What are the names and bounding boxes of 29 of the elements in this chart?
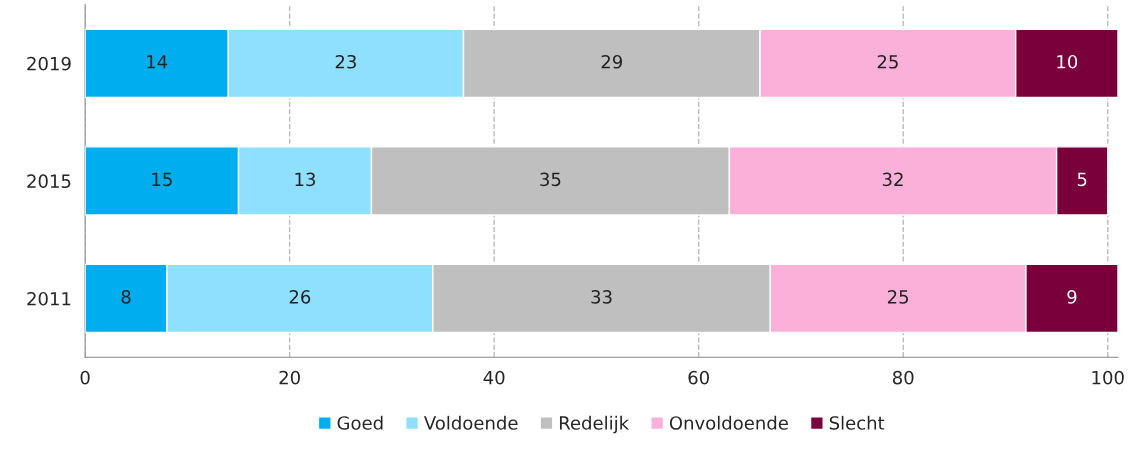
data-label: 8 <box>121 290 131 304</box>
data-label: 33 <box>591 290 612 304</box>
x-tick-label: 40 <box>483 370 505 385</box>
data-label: 13 <box>295 172 316 187</box>
x-tick-label: 100 <box>1092 370 1124 385</box>
data-label: 5 <box>1077 172 1087 187</box>
y-tick-label: 2019 <box>27 56 71 71</box>
x-tick-label: 20 <box>279 370 300 385</box>
x-tick-label: 0 <box>80 370 90 385</box>
data-label: 14 <box>147 55 168 69</box>
x-tick-label: 60 <box>688 370 709 385</box>
legend-label: Voldoende <box>423 415 518 430</box>
legend-label: Goed <box>337 415 383 430</box>
data-label: 32 <box>882 172 903 187</box>
legend-label: Redelijk <box>559 415 630 434</box>
data-label: 10 <box>1057 54 1078 69</box>
legend-label: Slecht <box>829 415 885 430</box>
data-label: 23 <box>335 54 356 69</box>
y-tick-label: 2011 <box>27 291 71 306</box>
data-label: 15 <box>152 172 172 187</box>
legend-label: Onvoldoende <box>669 415 788 430</box>
y-tick-label: 2015 <box>27 174 71 189</box>
data-label: 35 <box>540 172 561 187</box>
x-tick-label: 80 <box>892 370 914 385</box>
data-label: 25 <box>877 54 898 69</box>
data-label: 26 <box>289 290 311 304</box>
data-label: 29 <box>601 54 622 69</box>
data-label: 25 <box>887 290 909 304</box>
data-label: 9 <box>1067 290 1077 304</box>
